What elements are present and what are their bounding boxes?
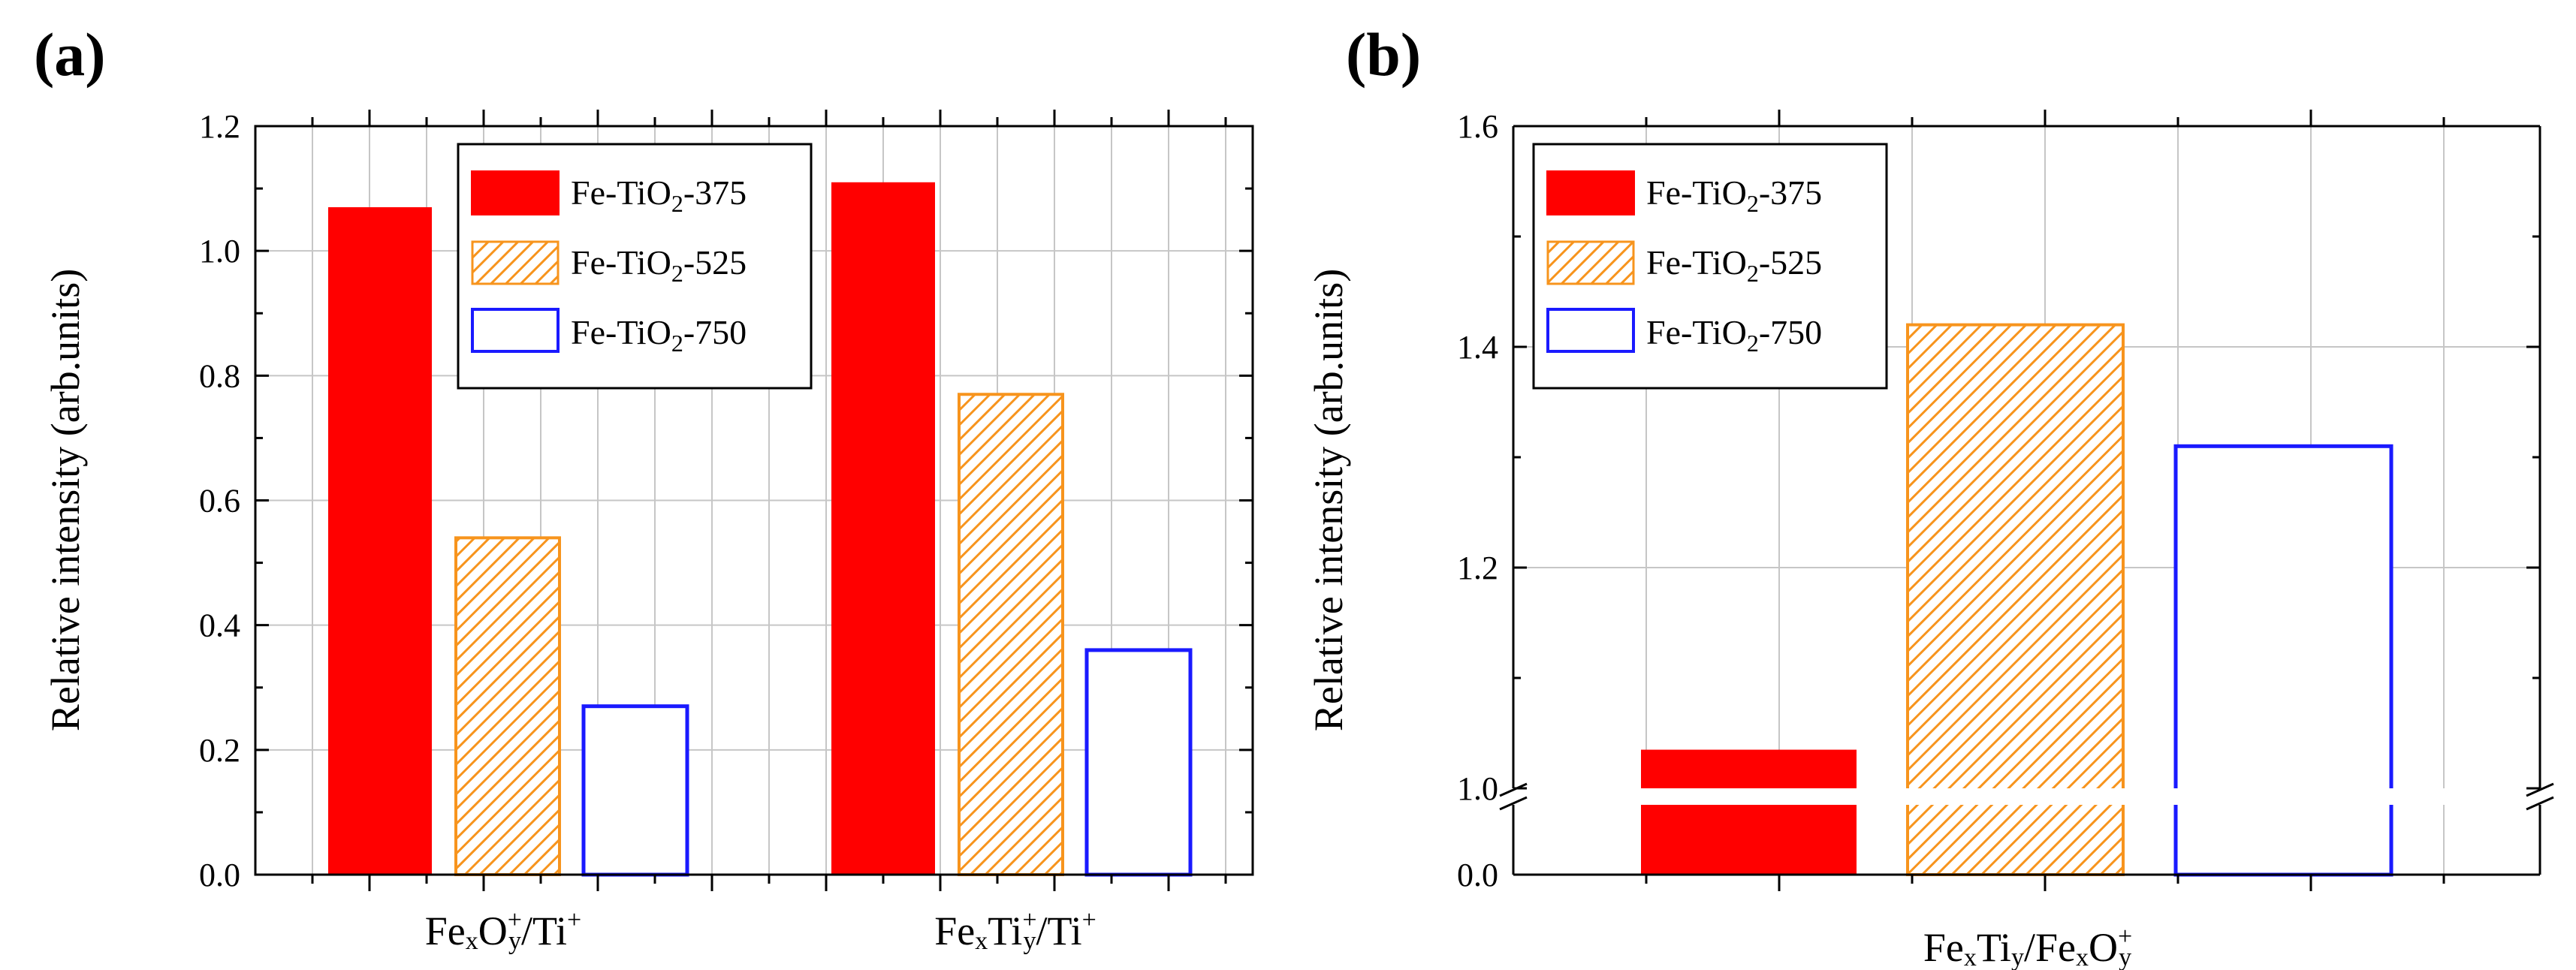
panel-b-bar-375	[1641, 749, 1857, 875]
panel-a-bar-525	[958, 393, 1064, 876]
y-tick-label: 1.2	[1457, 550, 1498, 586]
y-tick-label: 1.6	[1457, 108, 1498, 145]
panel-b: (b) 0.0 1.0 1.2 1.4 1.6 Relative intensity (…	[1306, 20, 2554, 970]
panel-a-legend-label-525: Fe-TiO2-525	[571, 243, 747, 287]
panel-b-legend-label-750: Fe-TiO2-750	[1646, 313, 1822, 357]
panel-a-x-label-fextiy: FexTi+ y/Ti+	[934, 906, 1096, 955]
break-mark	[1499, 796, 1528, 811]
panel-b-bars	[1641, 323, 2394, 877]
panel-a-bars	[328, 182, 1193, 877]
panel-a-bar-750	[581, 704, 689, 877]
y-tick-label: 0.0	[199, 857, 240, 893]
y-tick-label: 0.4	[199, 607, 240, 644]
panel-a-bar-750	[1084, 648, 1193, 877]
panel-b-legend: Fe-TiO2-375 Fe-TiO2-525 Fe-TiO2-750	[1532, 143, 1888, 390]
panel-a-bar-525	[454, 536, 561, 876]
panel-b-label: (b)	[1346, 20, 1421, 89]
y-tick-label: 1.4	[1457, 329, 1498, 366]
panel-b-bar-750	[2173, 444, 2394, 877]
panel-a-legend-swatch-750	[471, 308, 560, 353]
y-tick-label: 1.0	[1457, 770, 1498, 807]
y-tick-label: 1.2	[199, 108, 240, 145]
panel-a-ticks: 0.0 0.2 0.4 0.6 0.8 1.0 1.2	[199, 108, 1253, 893]
panel-a-legend-label-750: Fe-TiO2-750	[571, 313, 747, 357]
y-tick-label: 1.0	[199, 233, 240, 270]
panel-b-bar-525	[1906, 323, 2125, 877]
panel-b-legend-swatch-750	[1546, 308, 1635, 353]
panel-a-legend-label-375: Fe-TiO2-375	[571, 173, 747, 217]
panel-b-axis-break-gap	[1513, 788, 2550, 805]
y-tick-label: 0.6	[199, 483, 240, 520]
panel-b-axis-break-marks	[1499, 782, 2554, 811]
panel-a-legend: Fe-TiO2-375 Fe-TiO2-525 Fe-TiO2-750	[457, 143, 813, 390]
break-mark	[2526, 782, 2554, 797]
y-tick-label: 0.2	[199, 732, 240, 769]
y-tick-label: 0.8	[199, 357, 240, 394]
panel-b-ticks: 0.0 1.0 1.2 1.4 1.6	[1457, 108, 2540, 893]
panel-b-x-label: FexTiy/FexO+ y	[1923, 923, 2132, 970]
panel-a-bar-375	[831, 182, 935, 875]
panel-a-x-label-fexoy: FexO+ y/Ti+	[425, 906, 581, 955]
y-tick-label: 0.0	[1457, 857, 1498, 893]
panel-a: (a) 0.0 0.2 0.4 0.6 0.8 1.0 1.2 Relative inten…	[34, 20, 1254, 955]
break-mark	[2526, 796, 2554, 811]
panel-a-legend-swatch-525	[471, 240, 560, 285]
panel-b-legend-swatch-525	[1546, 240, 1635, 285]
panel-a-label: (a)	[34, 20, 106, 89]
panel-a-legend-swatch-375	[471, 170, 560, 215]
panel-b-legend-label-375: Fe-TiO2-375	[1646, 173, 1822, 217]
panel-b-legend-label-525: Fe-TiO2-525	[1646, 243, 1822, 287]
break-mark	[1499, 782, 1528, 797]
panel-a-bar-375	[328, 207, 432, 875]
panel-b-legend-swatch-375	[1546, 170, 1635, 215]
panel-a-y-axis-label: Relative intensity (arb.units)	[43, 269, 88, 731]
panel-b-y-axis-label: Relative intensity (arb.units)	[1306, 269, 1351, 731]
